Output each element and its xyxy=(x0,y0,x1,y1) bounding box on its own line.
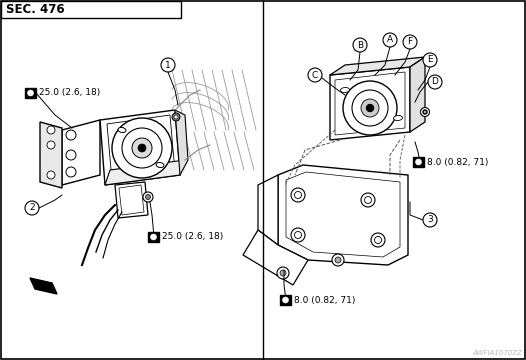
Text: 1: 1 xyxy=(165,60,171,69)
Text: 8.0 (0.82, 71): 8.0 (0.82, 71) xyxy=(294,296,356,305)
Circle shape xyxy=(365,197,371,203)
Circle shape xyxy=(423,110,427,114)
Circle shape xyxy=(423,53,437,67)
Circle shape xyxy=(428,75,442,89)
Circle shape xyxy=(367,104,373,112)
Text: SEC. 476: SEC. 476 xyxy=(6,3,65,16)
Circle shape xyxy=(420,108,430,117)
Circle shape xyxy=(295,192,301,198)
Polygon shape xyxy=(107,115,175,181)
Circle shape xyxy=(47,126,55,134)
Text: 25.0 (2.6, 18): 25.0 (2.6, 18) xyxy=(39,89,100,98)
Polygon shape xyxy=(286,172,400,257)
Bar xyxy=(1,1,181,18)
Circle shape xyxy=(150,234,157,240)
Circle shape xyxy=(383,33,397,47)
Circle shape xyxy=(66,167,76,177)
Polygon shape xyxy=(105,160,185,185)
Polygon shape xyxy=(119,185,144,215)
Circle shape xyxy=(332,254,344,266)
Polygon shape xyxy=(175,110,188,175)
Circle shape xyxy=(335,257,341,263)
Circle shape xyxy=(291,188,305,202)
Circle shape xyxy=(66,130,76,140)
Circle shape xyxy=(280,270,286,276)
Circle shape xyxy=(371,233,385,247)
Circle shape xyxy=(353,38,367,52)
Polygon shape xyxy=(30,278,57,294)
Circle shape xyxy=(352,90,388,126)
Circle shape xyxy=(27,90,34,96)
Ellipse shape xyxy=(393,116,402,121)
Bar xyxy=(25,88,36,98)
Circle shape xyxy=(143,192,153,202)
Circle shape xyxy=(361,99,379,117)
Polygon shape xyxy=(100,110,180,185)
Polygon shape xyxy=(115,182,148,218)
Circle shape xyxy=(47,171,55,179)
Circle shape xyxy=(423,213,437,227)
Circle shape xyxy=(122,128,162,168)
Text: F: F xyxy=(408,37,412,46)
Polygon shape xyxy=(330,57,425,75)
Polygon shape xyxy=(62,120,100,185)
Circle shape xyxy=(174,115,178,119)
Ellipse shape xyxy=(340,87,349,93)
Bar xyxy=(280,295,291,305)
Circle shape xyxy=(146,194,150,199)
Circle shape xyxy=(25,201,39,215)
Bar xyxy=(148,232,159,242)
Text: D: D xyxy=(431,77,439,86)
Text: E: E xyxy=(427,55,433,64)
Bar xyxy=(413,157,424,167)
Circle shape xyxy=(361,193,375,207)
Circle shape xyxy=(416,159,421,165)
Polygon shape xyxy=(335,72,405,135)
Text: 2: 2 xyxy=(29,203,35,212)
Polygon shape xyxy=(40,122,62,188)
Text: 8.0 (0.82, 71): 8.0 (0.82, 71) xyxy=(427,158,488,166)
Circle shape xyxy=(403,35,417,49)
Polygon shape xyxy=(330,67,410,140)
Circle shape xyxy=(132,138,152,158)
Ellipse shape xyxy=(118,127,126,132)
Circle shape xyxy=(291,228,305,242)
Polygon shape xyxy=(410,57,425,132)
Polygon shape xyxy=(278,165,408,265)
Ellipse shape xyxy=(156,162,164,167)
Text: 25.0 (2.6, 18): 25.0 (2.6, 18) xyxy=(162,233,223,242)
Text: A: A xyxy=(387,36,393,45)
Circle shape xyxy=(295,231,301,238)
Circle shape xyxy=(112,118,172,178)
Circle shape xyxy=(308,68,322,82)
Circle shape xyxy=(47,141,55,149)
Polygon shape xyxy=(243,230,308,285)
Circle shape xyxy=(66,150,76,160)
Circle shape xyxy=(172,113,180,121)
Circle shape xyxy=(138,144,146,152)
Text: 3: 3 xyxy=(427,216,433,225)
Polygon shape xyxy=(258,175,278,245)
Circle shape xyxy=(375,237,381,243)
Circle shape xyxy=(343,81,397,135)
Text: AWFIA1070ZZ: AWFIA1070ZZ xyxy=(472,350,522,356)
Text: B: B xyxy=(357,40,363,49)
Circle shape xyxy=(277,267,289,279)
Text: C: C xyxy=(312,71,318,80)
Circle shape xyxy=(161,58,175,72)
Circle shape xyxy=(282,297,288,303)
